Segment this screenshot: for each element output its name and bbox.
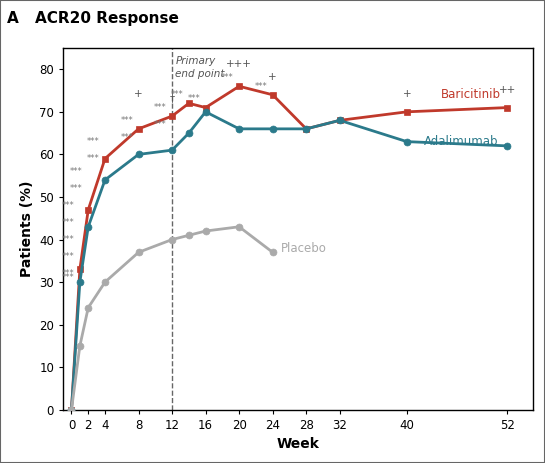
Text: ***: *** <box>187 94 200 103</box>
Text: ***: *** <box>171 90 184 99</box>
Text: †: † <box>169 94 174 103</box>
Text: ***: *** <box>154 120 167 129</box>
Text: A: A <box>7 11 19 26</box>
Text: Baricitinib: Baricitinib <box>440 88 500 101</box>
Text: ***: *** <box>62 252 75 261</box>
Text: ***: *** <box>70 167 83 175</box>
Text: Adalimumab: Adalimumab <box>423 135 498 148</box>
Text: ***: *** <box>87 154 100 163</box>
Text: ***: *** <box>221 73 234 82</box>
Text: ACR20 Response: ACR20 Response <box>35 11 179 26</box>
Y-axis label: Patients (%): Patients (%) <box>20 181 34 277</box>
Text: ***: *** <box>62 273 75 282</box>
Text: Placebo: Placebo <box>281 242 327 255</box>
Text: +: + <box>403 89 411 99</box>
Text: ***: *** <box>154 103 167 112</box>
Text: Primary
end point: Primary end point <box>175 56 225 79</box>
Text: ***: *** <box>255 81 268 91</box>
Text: ***: *** <box>62 218 75 227</box>
Text: +++: +++ <box>226 59 252 69</box>
Text: ***: *** <box>70 184 83 193</box>
X-axis label: Week: Week <box>276 438 319 451</box>
Text: +: + <box>134 89 143 99</box>
Text: ***: *** <box>62 235 75 244</box>
Text: ++: ++ <box>499 85 516 95</box>
Text: +: + <box>268 72 277 82</box>
Text: ***: *** <box>87 137 100 146</box>
Text: ***: *** <box>120 132 133 142</box>
Text: ***: *** <box>62 269 75 278</box>
Text: ***: *** <box>120 116 133 125</box>
Text: ***: *** <box>62 201 75 210</box>
